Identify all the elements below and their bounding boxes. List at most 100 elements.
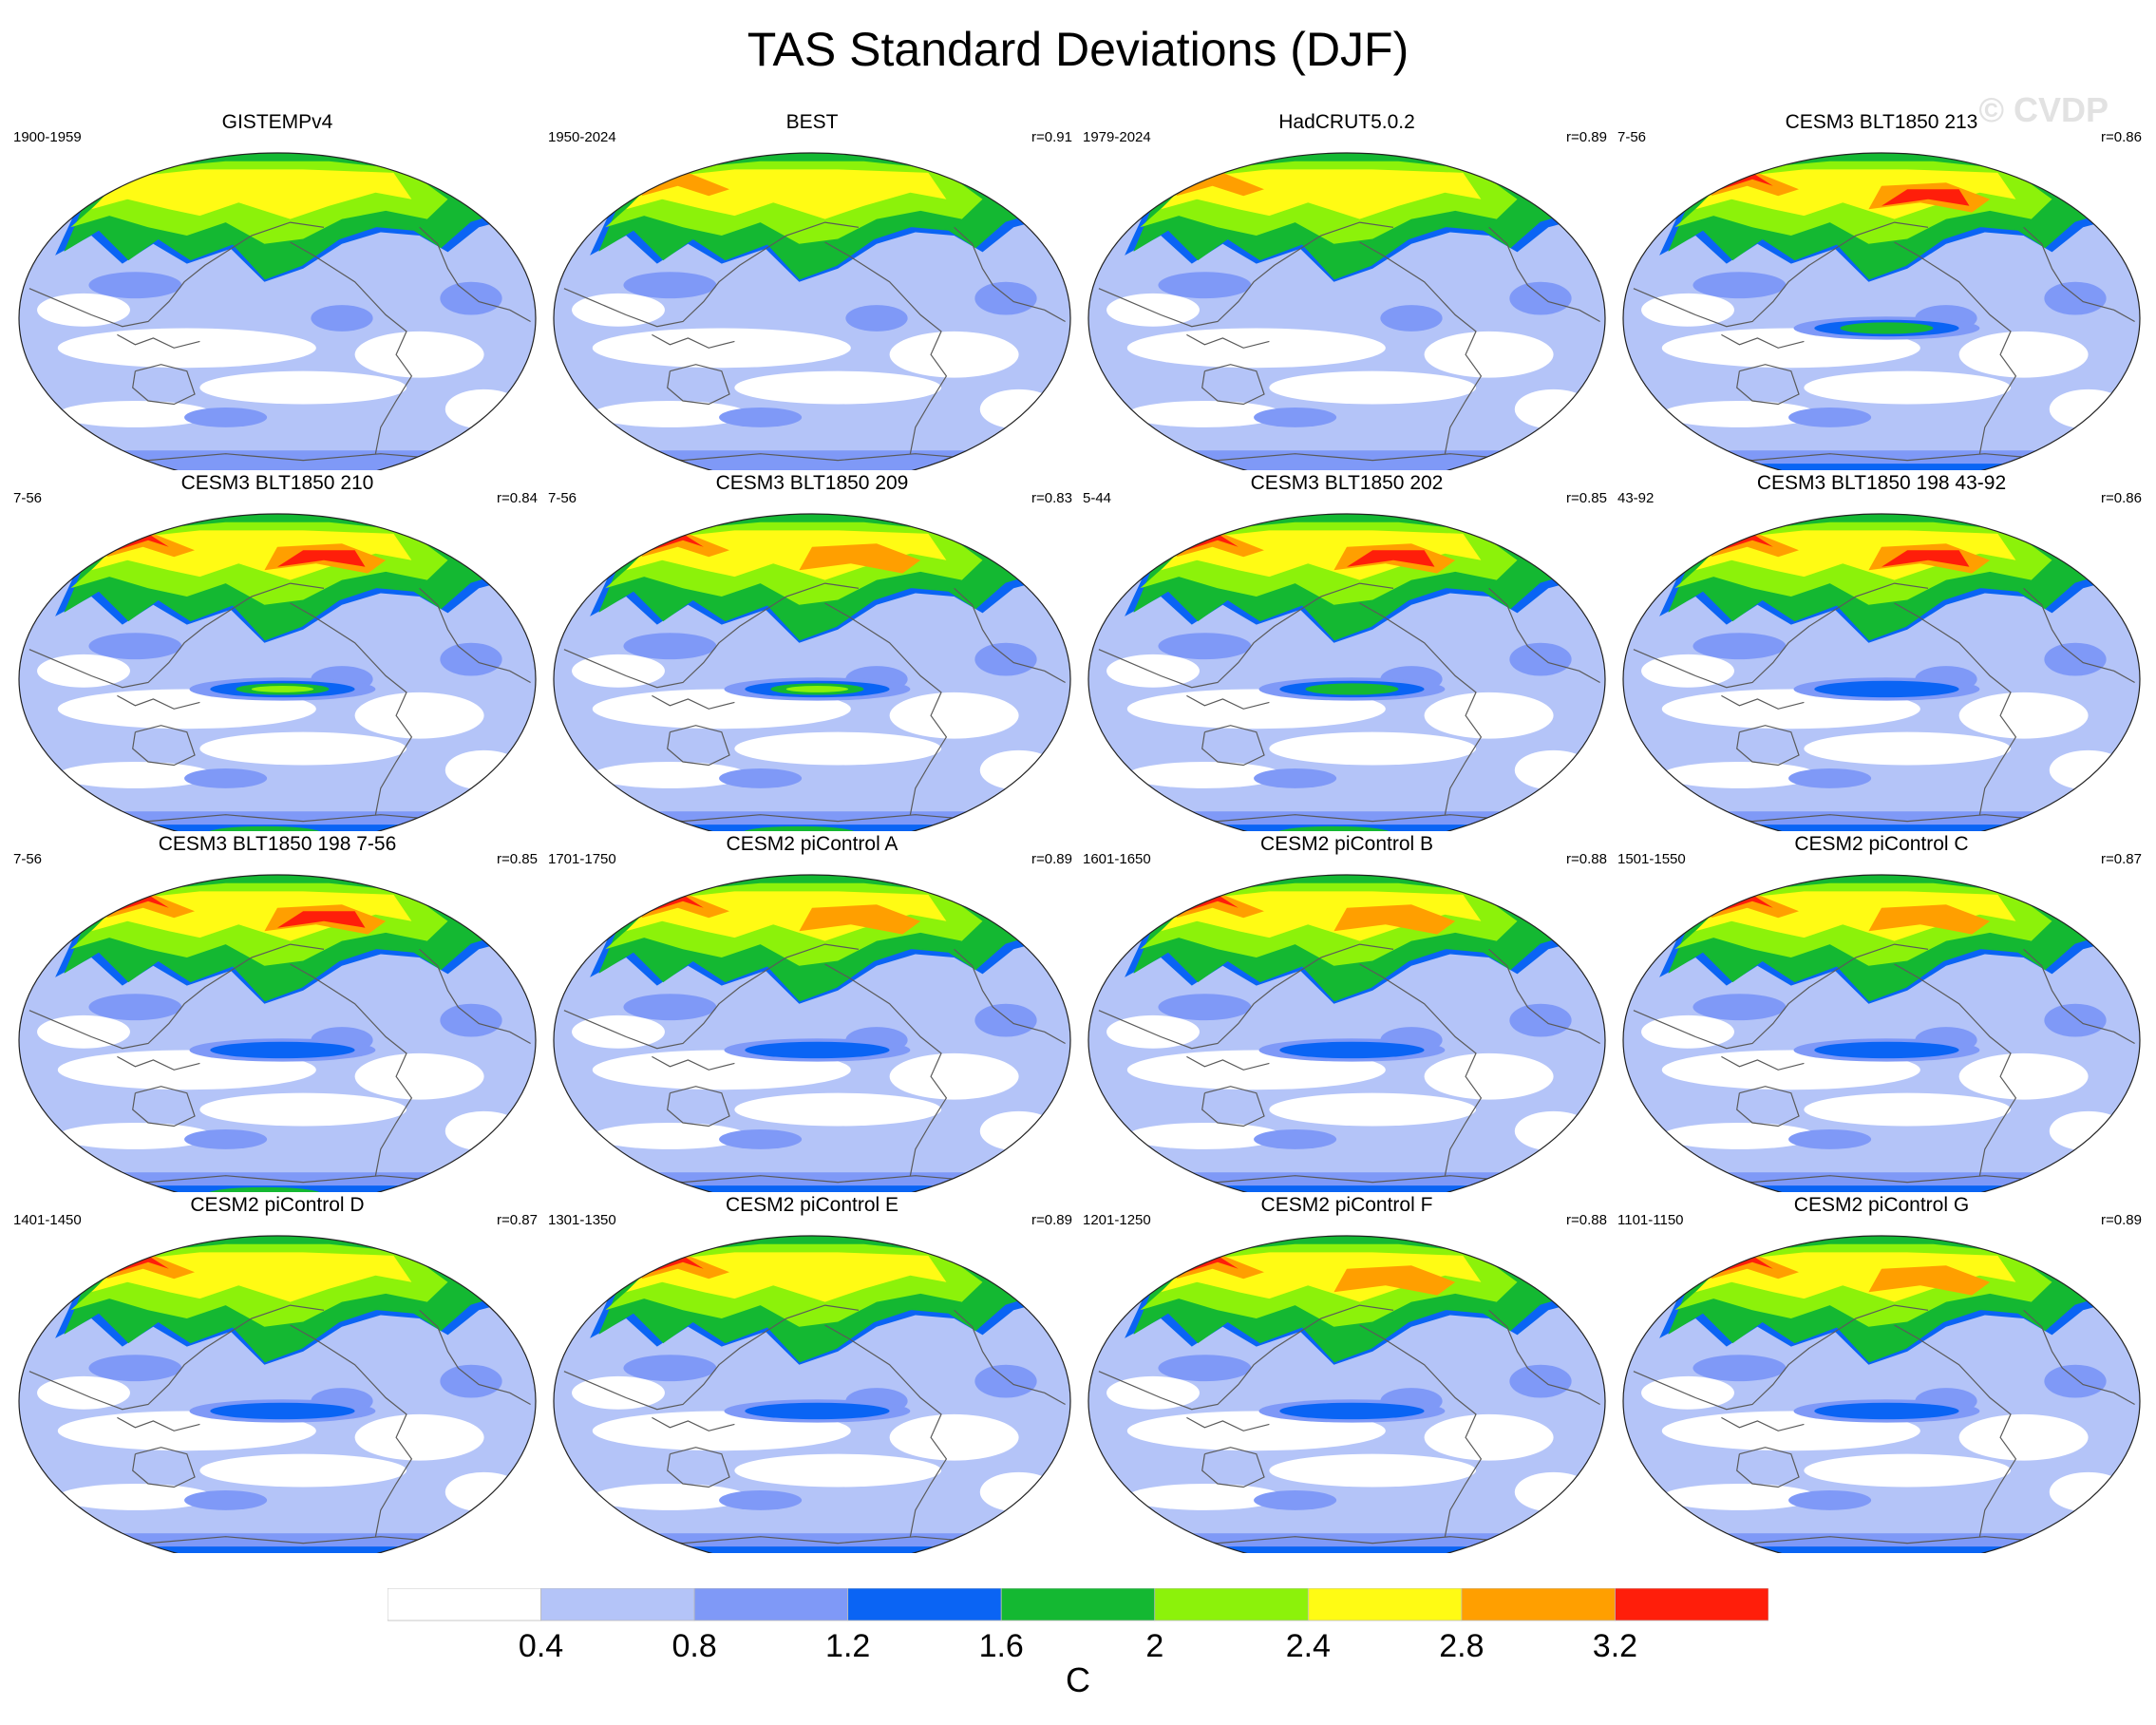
coastline bbox=[1359, 602, 1483, 815]
panel-years: 1900-1959 bbox=[13, 129, 82, 145]
low-variability-region bbox=[2049, 749, 2128, 790]
coastline bbox=[563, 221, 860, 328]
panel-title: CESM2 piControl D bbox=[190, 1194, 365, 1216]
map-panel: CESM2 piControl B 1601-1650 r=0.88 bbox=[1079, 831, 1615, 1192]
low-variability-region bbox=[1958, 1052, 2089, 1100]
map-panel: CESM2 piControl D 1401-1450 r=0.87 bbox=[9, 1192, 545, 1553]
coastline bbox=[1488, 948, 1600, 1045]
coastline bbox=[1633, 221, 1929, 328]
panel-title: BEST bbox=[785, 111, 839, 133]
low-variability-region bbox=[57, 328, 316, 369]
low-variability-region bbox=[592, 762, 747, 788]
coastline bbox=[2023, 1309, 2135, 1406]
low-variability-region bbox=[889, 1052, 1019, 1100]
panel-correlation: r=0.88 bbox=[1566, 1212, 1607, 1228]
map-outline bbox=[553, 874, 1071, 1192]
map-panel: CESM3 BLT1850 213 7-56 r=0.86 bbox=[1614, 109, 2149, 470]
panel-correlation: r=0.91 bbox=[1031, 129, 1072, 145]
coastline bbox=[132, 1086, 196, 1128]
low-variability-region bbox=[572, 1375, 665, 1410]
coastline bbox=[1894, 602, 2017, 815]
low-variability-region bbox=[572, 1014, 665, 1049]
coastline bbox=[117, 333, 200, 349]
coastline bbox=[824, 602, 948, 815]
panel-years: 7-56 bbox=[1617, 129, 1647, 145]
colorbar-tick-label: 2.4 bbox=[1286, 1628, 1331, 1664]
colorbar-swatch bbox=[1154, 1588, 1309, 1621]
map-outline bbox=[1622, 513, 2141, 831]
panel-title: CESM3 BLT1850 198 43-92 bbox=[1756, 472, 2007, 494]
low-variability-region bbox=[1424, 331, 1554, 378]
low-variability-region bbox=[1804, 1453, 2011, 1488]
map-panel: CESM2 piControl A 1701-1750 r=0.89 bbox=[544, 831, 1080, 1192]
coastline bbox=[1359, 963, 1483, 1176]
panel-years: 7-56 bbox=[13, 490, 43, 506]
low-variability-region bbox=[1514, 1110, 1593, 1151]
coastline bbox=[1633, 1304, 1929, 1411]
panel-years: 1401-1450 bbox=[13, 1212, 82, 1228]
map-outline bbox=[1087, 152, 1606, 470]
colorbar-swatch bbox=[388, 1588, 541, 1621]
coastline bbox=[824, 241, 948, 454]
low-variability-region bbox=[444, 1471, 523, 1512]
colorbar-swatch bbox=[1615, 1588, 1768, 1621]
coastline bbox=[117, 1416, 200, 1431]
figure-title: TAS Standard Deviations (DJF) bbox=[747, 23, 1409, 76]
low-variability-region bbox=[1106, 293, 1200, 327]
panel-years: 1601-1650 bbox=[1083, 851, 1151, 867]
coastline bbox=[1359, 1324, 1483, 1537]
coastline bbox=[2023, 226, 2135, 323]
map-outline bbox=[553, 1235, 1071, 1553]
low-variability-region bbox=[1641, 1014, 1734, 1049]
panel-correlation: r=0.88 bbox=[1566, 851, 1607, 867]
map-outline bbox=[18, 513, 537, 831]
coastline bbox=[1098, 943, 1394, 1050]
low-variability-region bbox=[1804, 731, 2011, 766]
map-panel: CESM3 BLT1850 198 43-92 43-92 r=0.86 bbox=[1614, 470, 2149, 831]
panel-correlation: r=0.86 bbox=[2101, 129, 2142, 145]
low-variability-region bbox=[1269, 1453, 1476, 1488]
coastline bbox=[1736, 725, 1800, 767]
map-outline bbox=[1087, 1235, 1606, 1553]
colorbar-swatch bbox=[693, 1588, 849, 1621]
robinson-map bbox=[18, 874, 537, 1192]
panel-years: 7-56 bbox=[13, 851, 43, 867]
coastline bbox=[1736, 364, 1800, 406]
map-panel: CESM3 BLT1850 202 5-44 r=0.85 bbox=[1079, 470, 1615, 831]
low-variability-region bbox=[1126, 1123, 1282, 1149]
coastline bbox=[1359, 241, 1483, 454]
map-panel: CESM2 piControl F 1201-1250 r=0.88 bbox=[1079, 1192, 1615, 1553]
low-variability-region bbox=[199, 370, 407, 405]
coastline bbox=[290, 602, 413, 815]
colorbar-tick-label: 2.8 bbox=[1439, 1628, 1484, 1664]
map-panel: HadCRUT5.0.2 1979-2024 r=0.89 bbox=[1079, 109, 1615, 470]
panel-correlation: r=0.85 bbox=[497, 851, 538, 867]
coastline bbox=[954, 587, 1066, 684]
coastline bbox=[1721, 1055, 1805, 1071]
coastline bbox=[563, 1304, 860, 1411]
low-variability-region bbox=[57, 401, 214, 427]
map-outline bbox=[1622, 152, 2141, 470]
low-variability-region bbox=[37, 1014, 130, 1049]
low-variability-region bbox=[1661, 762, 1817, 788]
map-outline bbox=[18, 1235, 537, 1553]
coastline bbox=[652, 1055, 735, 1071]
robinson-map bbox=[18, 152, 537, 470]
map-panel: CESM3 BLT1850 209 7-56 r=0.83 bbox=[544, 470, 1080, 831]
panel-correlation: r=0.89 bbox=[1031, 1212, 1072, 1228]
coastline bbox=[132, 725, 196, 767]
coastline bbox=[563, 582, 860, 689]
coastline bbox=[132, 364, 196, 406]
low-variability-region bbox=[57, 1484, 214, 1510]
low-variability-region bbox=[979, 1110, 1058, 1151]
robinson-map bbox=[18, 513, 537, 831]
map-panel: CESM2 piControl G 1101-1150 r=0.89 bbox=[1614, 1192, 2149, 1553]
low-variability-region bbox=[37, 293, 130, 327]
panel-title: CESM3 BLT1850 213 bbox=[1785, 111, 1978, 133]
robinson-map bbox=[1622, 874, 2141, 1192]
low-variability-region bbox=[199, 731, 407, 766]
low-variability-region bbox=[1126, 762, 1282, 788]
panel-years: 1701-1750 bbox=[548, 851, 616, 867]
colorbar-tick-label: 0.4 bbox=[519, 1628, 563, 1664]
low-variability-region bbox=[1514, 1471, 1593, 1512]
